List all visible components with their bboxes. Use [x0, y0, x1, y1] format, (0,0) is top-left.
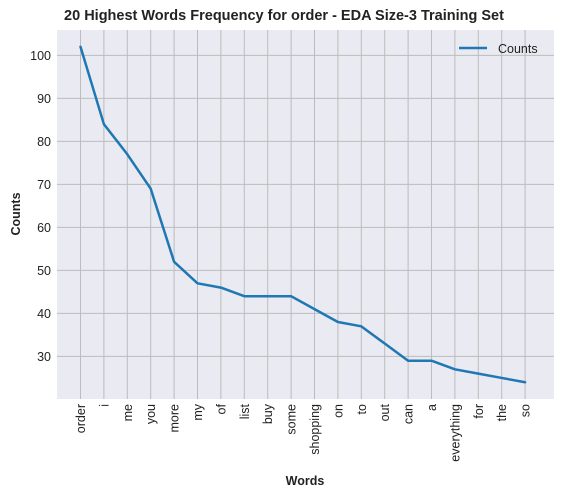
x-tick-label: to [355, 404, 369, 414]
y-tick-label: 100 [30, 49, 51, 63]
x-tick-label: buy [261, 403, 275, 424]
y-axis-label: Counts [9, 192, 23, 235]
x-tick-label: order [74, 404, 88, 433]
series-line-counts [79, 45, 527, 384]
x-tick-labels: order i me you more my of list buy some shopping on… [74, 403, 533, 461]
x-tick-label: some [285, 404, 299, 435]
plot-area [57, 30, 554, 399]
x-tick-label: me [121, 404, 135, 421]
x-tick-label: you [144, 404, 158, 424]
y-tick-label: 50 [37, 264, 51, 278]
y-tick-label: 40 [37, 307, 51, 321]
chart-title: 20 Highest Words Frequency for order - E… [64, 8, 504, 24]
x-tick-label: more [168, 404, 182, 433]
x-tick-label: a [425, 404, 439, 411]
x-tick-label: i [97, 404, 111, 407]
x-tick-label: my [191, 403, 205, 420]
series-layer [79, 45, 527, 384]
x-grid [80, 30, 526, 399]
x-tick-label: list [238, 403, 252, 419]
x-tick-label: everything [448, 404, 462, 462]
x-tick-label: the [495, 404, 509, 421]
x-tick-label: on [331, 404, 345, 418]
y-tick-label: 80 [37, 135, 51, 149]
y-tick-label: 30 [37, 350, 51, 364]
y-tick-labels: 30 40 50 60 70 80 90 100 [30, 49, 51, 364]
x-tick-label: shopping [308, 404, 322, 455]
x-tick-label: of [214, 403, 228, 414]
x-axis-label: Words [286, 474, 325, 488]
x-tick-label: can [402, 404, 416, 424]
y-tick-label: 70 [37, 178, 51, 192]
y-grid [57, 54, 554, 357]
legend: Counts [459, 42, 538, 56]
x-tick-label: out [378, 403, 392, 421]
y-tick-label: 90 [37, 92, 51, 106]
x-tick-label: so [519, 404, 533, 417]
x-tick-label: for [472, 404, 486, 419]
legend-label: Counts [498, 42, 538, 56]
y-tick-label: 60 [37, 221, 51, 235]
